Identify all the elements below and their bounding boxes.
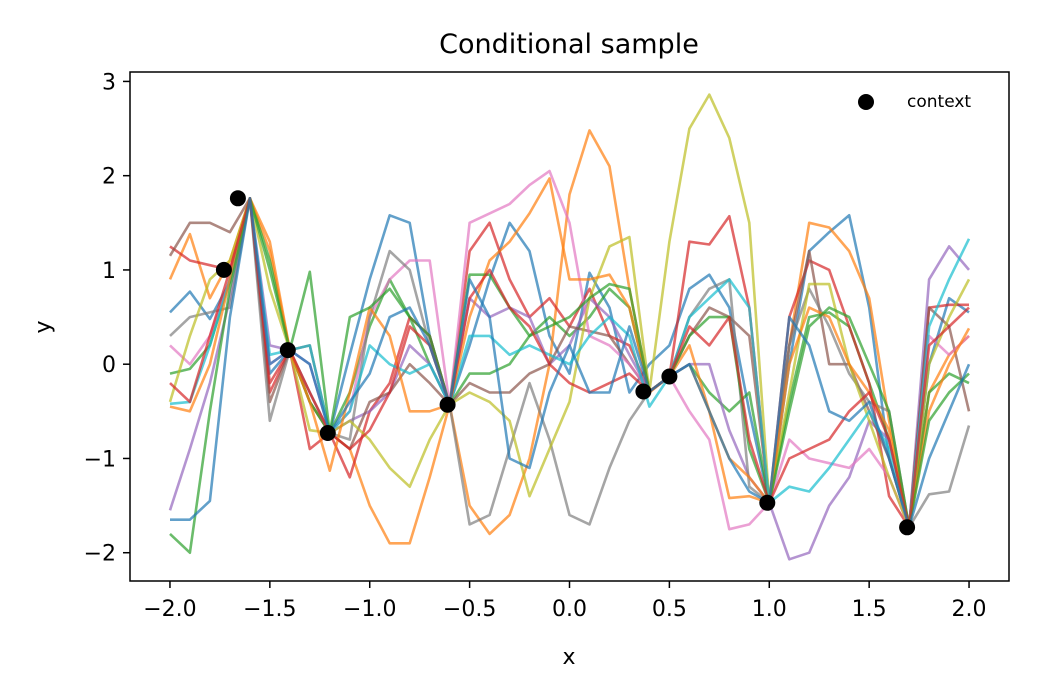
context-point-4 <box>319 425 336 441</box>
y-tick-label: 3 <box>102 70 116 95</box>
y-tick-label: 0 <box>102 353 116 378</box>
y-axis: −2 −1 0 1 2 3 <box>84 70 130 567</box>
y-tick-label: 2 <box>102 165 116 190</box>
x-tick-label: 2.0 <box>952 597 987 622</box>
sample-line-10 <box>169 197 971 529</box>
context-point-9 <box>899 519 916 536</box>
context-point-5 <box>439 396 456 413</box>
x-tick-label: 1.5 <box>852 597 887 622</box>
x-tick-label: −1.5 <box>243 597 296 622</box>
context-point-3 <box>279 342 296 359</box>
y-tick-label: −1 <box>84 447 116 472</box>
legend: context <box>858 92 971 112</box>
legend-label-context: context <box>907 92 971 112</box>
y-tick-label: −2 <box>84 542 116 567</box>
x-tick-label: −1.0 <box>343 597 396 622</box>
sample-line-13 <box>169 197 970 529</box>
context-layer <box>215 190 916 536</box>
context-point-8 <box>759 494 776 511</box>
y-tick-label: 1 <box>102 259 116 284</box>
x-tick-label: 0.0 <box>552 597 587 622</box>
context-point-2 <box>229 190 246 207</box>
sample-line-11 <box>169 177 971 529</box>
context-point-7 <box>661 368 678 385</box>
chart-title: Conditional sample <box>439 29 699 60</box>
context-point-6 <box>635 383 652 400</box>
y-axis-label: y <box>31 320 56 333</box>
x-axis-label: x <box>562 645 575 670</box>
x-tick-label: −2.0 <box>143 597 196 622</box>
legend-marker-context <box>858 94 874 110</box>
series-layer <box>168 93 971 561</box>
x-axis: −2.0 −1.5 −1.0 −0.5 0.0 0.5 1.0 1.5 2.0 <box>143 581 987 622</box>
x-tick-label: −0.5 <box>443 597 496 622</box>
sample-line-14 <box>170 197 971 529</box>
context-point-1 <box>215 261 232 278</box>
sample-line-12 <box>169 197 970 555</box>
x-tick-label: 1.0 <box>752 597 787 622</box>
x-tick-label: 0.5 <box>652 597 687 622</box>
